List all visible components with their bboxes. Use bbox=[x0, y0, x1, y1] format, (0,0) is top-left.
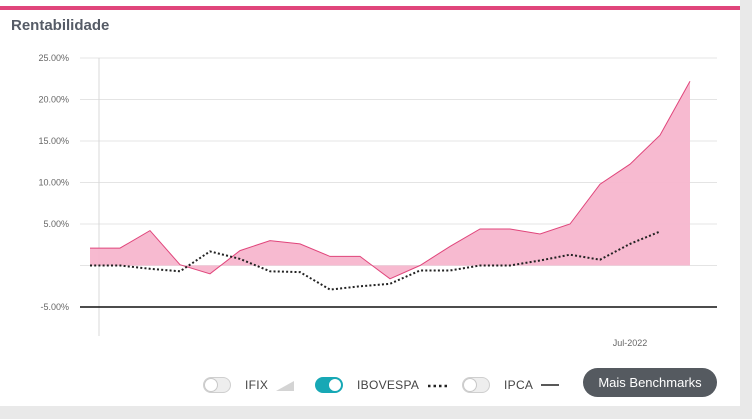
legend-label-ibovespa: IBOVESPA bbox=[357, 378, 420, 392]
ibovespa-series-line bbox=[90, 230, 661, 291]
ifix-toggle[interactable] bbox=[203, 377, 231, 393]
y-tick-label: 25.00% bbox=[38, 53, 69, 63]
legend-label-ifix: IFIX bbox=[245, 378, 269, 392]
y-tick-label: 20.00% bbox=[38, 95, 69, 105]
legend-item-ipca[interactable]: IPCA bbox=[462, 374, 560, 396]
card-title: Rentabilidade bbox=[11, 17, 110, 34]
area-series-line bbox=[90, 80, 691, 280]
mais-benchmarks-button[interactable]: Mais Benchmarks bbox=[583, 368, 717, 397]
legend-item-ibovespa[interactable]: IBOVESPA bbox=[315, 374, 448, 396]
y-tick-label: 10.00% bbox=[38, 178, 69, 188]
ibovespa-toggle[interactable] bbox=[315, 377, 343, 393]
toggle-knob bbox=[463, 378, 477, 392]
y-tick-label: -5.00% bbox=[40, 302, 69, 312]
ipca-toggle[interactable] bbox=[462, 377, 490, 393]
toggle-knob bbox=[328, 378, 342, 392]
legend-item-ifix[interactable]: IFIX bbox=[203, 374, 295, 396]
x-tick-label: Jul-2022 bbox=[613, 338, 648, 348]
area-swatch-icon bbox=[276, 381, 295, 391]
solid-line-swatch-icon bbox=[541, 384, 560, 386]
accent-bar bbox=[0, 6, 740, 10]
legend-label-ipca: IPCA bbox=[504, 378, 534, 392]
rentabilidade-card: Rentabilidade 25.00% 20.00% 15.00% 10.00% 5.… bbox=[0, 0, 740, 406]
area-series-fill bbox=[90, 81, 690, 279]
toggle-knob bbox=[204, 378, 218, 392]
dotted-line-swatch-icon bbox=[428, 384, 448, 388]
rentabilidade-chart: 25.00% 20.00% 15.00% 10.00% 5.00% -5.00% Jul-2… bbox=[38, 53, 717, 348]
y-tick-label: 15.00% bbox=[38, 136, 69, 146]
y-tick-label: 5.00% bbox=[43, 219, 69, 229]
